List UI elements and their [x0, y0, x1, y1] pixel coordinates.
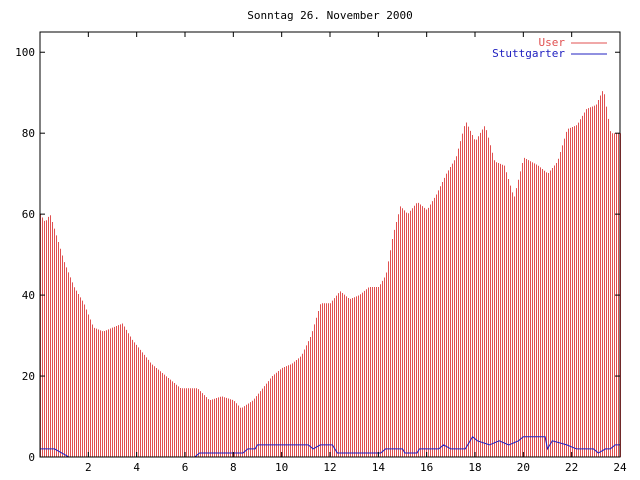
chart-title: Sonntag 26. November 2000 — [247, 9, 413, 22]
x-tick-label: 10 — [275, 461, 288, 474]
x-tick-label: 4 — [133, 461, 140, 474]
x-tick-label: 14 — [372, 461, 386, 474]
y-tick-label: 0 — [28, 451, 35, 464]
y-tick-label: 40 — [22, 289, 35, 302]
x-tick-label: 16 — [420, 461, 433, 474]
y-tick-label: 100 — [15, 46, 35, 59]
legend-label-stuttgarter: Stuttgarter — [492, 47, 565, 60]
stuttgarter-line-layer — [40, 436, 620, 458]
x-tick-label: 18 — [468, 461, 481, 474]
x-tick-label: 22 — [565, 461, 578, 474]
stuttgarter-line — [40, 436, 620, 458]
x-tick-label: 6 — [182, 461, 189, 474]
x-tick-label: 24 — [613, 461, 627, 474]
x-tick-label: 20 — [517, 461, 530, 474]
user-bars — [40, 91, 621, 457]
legend: User Stuttgarter — [492, 36, 607, 60]
y-tick-label: 60 — [22, 208, 35, 221]
y-tick-label: 80 — [22, 127, 35, 140]
x-tick-label: 2 — [85, 461, 92, 474]
y-tick-label: 20 — [22, 370, 35, 383]
legend-label-user: User — [539, 36, 566, 49]
x-tick-label: 8 — [230, 461, 237, 474]
x-tick-label: 12 — [323, 461, 336, 474]
